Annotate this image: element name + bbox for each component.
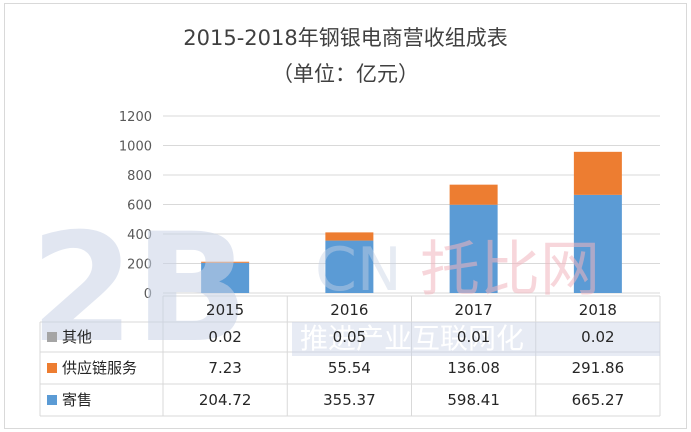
watermark-logo: 2B: [30, 202, 249, 376]
data-label: 665.27: [572, 391, 625, 409]
bar-segment: [325, 240, 374, 293]
legend-key: [47, 363, 57, 373]
bar-segment: [449, 204, 498, 293]
watermark-brand: 托比网: [420, 235, 600, 305]
category-label: 2016: [330, 301, 368, 319]
bar-segment: [573, 194, 622, 293]
y-tick-label: 1000: [119, 140, 152, 155]
chart-frame: [4, 3, 687, 429]
y-tick-label: 600: [127, 199, 152, 214]
data-label: 0.02: [208, 328, 241, 346]
data-label: 0.01: [457, 328, 490, 346]
data-label: 136.08: [447, 359, 500, 377]
legend-key: [47, 332, 57, 342]
data-label: 204.72: [199, 391, 252, 409]
y-tick-label: 0: [144, 287, 152, 302]
bar-segment: [449, 184, 498, 205]
watermark-cn: CN: [315, 235, 402, 305]
chart-title: 2015-2018年钢银电商营收组成表: [183, 26, 508, 50]
bar-segment: [325, 232, 374, 241]
row-label: 供应链服务: [62, 359, 137, 377]
row-label: 其他: [62, 328, 92, 346]
data-label: 0.05: [333, 328, 366, 346]
category-label: 2015: [206, 301, 244, 319]
category-label: 2017: [455, 301, 493, 319]
bar-segment: [573, 151, 622, 195]
category-label: 2018: [579, 301, 617, 319]
data-label: 0.02: [581, 328, 614, 346]
chart-subtitle: （单位：亿元）: [272, 62, 419, 86]
watermark-slogan: 推进产业互联网化: [300, 322, 524, 355]
bar-segment: [201, 261, 250, 263]
data-label: 355.37: [323, 391, 376, 409]
row-label: 寄售: [62, 391, 92, 409]
y-tick-label: 800: [127, 169, 152, 184]
bar-segment: [201, 262, 250, 293]
data-label: 598.41: [447, 391, 500, 409]
watermark-slogan-band: [292, 322, 660, 356]
data-label: 55.54: [328, 359, 371, 377]
legend-key: [47, 395, 57, 405]
y-tick-label: 400: [127, 228, 152, 243]
data-label: 7.23: [208, 359, 241, 377]
y-tick-label: 200: [127, 258, 152, 273]
data-label: 291.86: [572, 359, 625, 377]
y-tick-label: 1200: [119, 110, 152, 125]
